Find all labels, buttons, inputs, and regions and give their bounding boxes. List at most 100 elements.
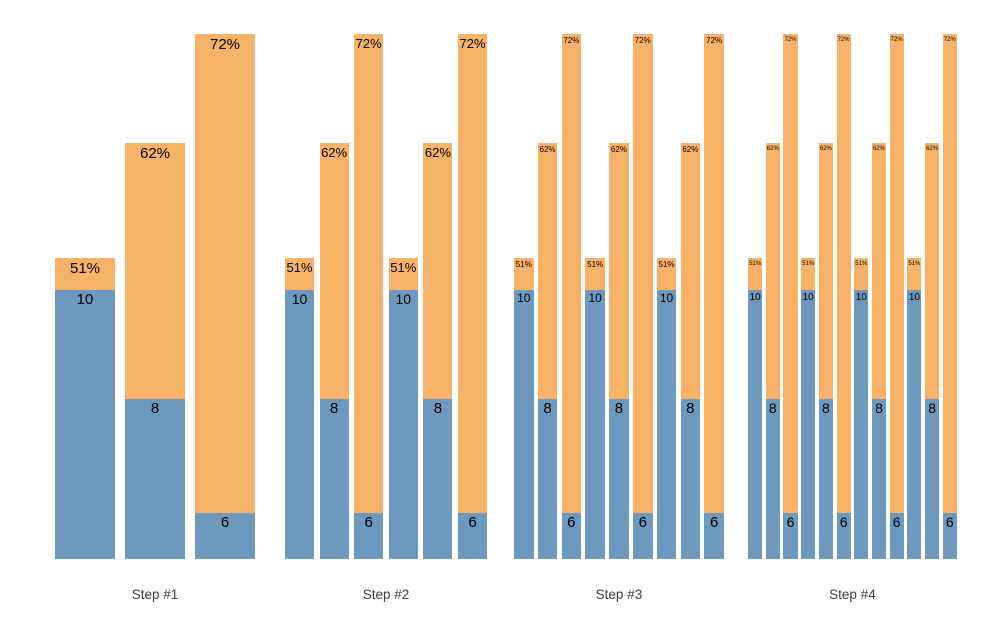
- bar-value-segment: 8: [680, 399, 701, 559]
- bar-value-segment: 10: [285, 290, 314, 559]
- bar: 51% 10: [55, 258, 115, 559]
- bar-value-segment: 10: [585, 290, 605, 559]
- bar: 72% 6: [354, 34, 384, 559]
- bar-percent-label: 62%: [766, 146, 779, 152]
- bar: 72% 6: [942, 34, 957, 559]
- bar-value-label: 8: [543, 400, 552, 417]
- bar: 51% 10: [285, 258, 314, 559]
- bar: 62% 8: [680, 143, 701, 559]
- bar: 62% 8: [319, 143, 349, 559]
- bar-percent-label: 62%: [610, 145, 627, 154]
- bar-percent-label: 51%: [390, 260, 417, 275]
- bar-value-segment: 6: [633, 513, 653, 559]
- bar: 62% 8: [423, 143, 453, 559]
- bar-value-segment: 6: [354, 513, 384, 559]
- bar-value-segment: 10: [55, 290, 115, 559]
- group-label: Step #3: [595, 587, 643, 602]
- bar: 51% 10: [907, 258, 922, 559]
- bar-value-segment: 8: [925, 399, 940, 559]
- bar: 62% 8: [925, 143, 940, 559]
- bar-value-label: 6: [945, 514, 954, 530]
- bar: 62% 8: [871, 143, 887, 559]
- bar-value-label: 6: [567, 514, 576, 531]
- bar-value-segment: 8: [537, 399, 558, 559]
- bar-percent-label: 62%: [682, 145, 699, 154]
- bar-value-label: 10: [588, 291, 602, 305]
- bar-value-label: 6: [220, 514, 230, 531]
- bar-percent-label: 62%: [321, 145, 348, 160]
- bar-value-label: 6: [638, 514, 647, 531]
- bar-value-label: 8: [150, 400, 160, 417]
- bar-value-segment: 10: [907, 290, 922, 559]
- bar: 62% 8: [537, 143, 558, 559]
- bar-value-segment: 6: [195, 513, 255, 559]
- bar-percent-label: 51%: [587, 260, 604, 269]
- bar-value-segment: 6: [889, 513, 904, 559]
- bar: 51% 10: [514, 258, 534, 559]
- bar-value-segment: 6: [942, 513, 957, 559]
- bar-value-label: 10: [76, 291, 94, 308]
- bar-value-label: 8: [433, 400, 443, 417]
- bar-percent-label: 51%: [855, 261, 868, 267]
- bar-value-segment: 6: [836, 513, 851, 559]
- bar-value-segment: 8: [871, 399, 887, 559]
- bar: 72% 6: [561, 34, 582, 559]
- bar-value-label: 8: [329, 400, 339, 417]
- bar-percent-label: 51%: [658, 260, 675, 269]
- bar-value-label: 8: [686, 400, 695, 417]
- bar-value-label: 10: [855, 292, 867, 303]
- bar: 51% 10: [585, 258, 605, 559]
- bar-percent-label: 62%: [926, 146, 939, 152]
- bar-percent-label: 72%: [355, 36, 382, 51]
- bar-value-segment: 6: [458, 513, 487, 559]
- bar-value-label: 10: [802, 292, 814, 303]
- bar-percent-label: 72%: [943, 37, 956, 43]
- bar-percent-label: 62%: [872, 146, 885, 152]
- bar-percent-label: 72%: [459, 36, 486, 51]
- bar-value-segment: 8: [609, 399, 629, 559]
- group-label: Step #2: [362, 587, 410, 602]
- bar-value-label: 10: [749, 292, 761, 303]
- bar-value-segment: 8: [423, 399, 453, 559]
- bar-value-label: 8: [614, 400, 624, 417]
- bar: 51% 10: [854, 258, 869, 559]
- bar-percent-label: 72%: [706, 36, 723, 45]
- bar-value-label: 6: [709, 514, 719, 531]
- bar-percent-label: 72%: [837, 37, 850, 43]
- bar-value-label: 10: [291, 291, 308, 307]
- bar-percent-label: 51%: [908, 261, 921, 267]
- bar-percent-label: 62%: [424, 145, 451, 160]
- bar-value-segment: 6: [704, 513, 724, 559]
- bar-value-segment: 8: [765, 399, 780, 559]
- bar: 72% 6: [704, 34, 724, 559]
- bar-value-label: 6: [892, 514, 901, 530]
- bar-value-label: 8: [928, 400, 936, 416]
- bar-value-segment: 10: [656, 290, 677, 559]
- bar: 51% 10: [656, 258, 677, 559]
- bar-percent-label: 51%: [749, 261, 762, 267]
- bar-value-label: 6: [839, 514, 848, 530]
- bar-percent-label: 51%: [69, 260, 101, 277]
- bar-value-segment: 6: [783, 513, 798, 559]
- bar-percent-label: 72%: [784, 37, 797, 43]
- bar-value-segment: 8: [818, 399, 833, 559]
- bar-percent-label: 62%: [539, 145, 556, 154]
- bar-value-label: 8: [768, 400, 777, 416]
- bar: 62% 8: [609, 143, 629, 559]
- bar: 51% 10: [748, 258, 763, 559]
- bar-value-label: 10: [517, 291, 531, 305]
- bar-value-segment: 6: [561, 513, 582, 559]
- bar-percent-label: 72%: [209, 36, 241, 53]
- bar-percent-label: 62%: [139, 145, 171, 162]
- bar: 72% 6: [889, 34, 904, 559]
- bar-value-label: 6: [786, 514, 795, 530]
- bar: 62% 8: [765, 143, 780, 559]
- bar: 72% 6: [836, 34, 851, 559]
- bar-value-segment: 8: [319, 399, 349, 559]
- bar-value-segment: 10: [514, 290, 534, 559]
- group-label: Step #1: [131, 587, 179, 602]
- bar-value-segment: 10: [748, 290, 763, 559]
- bar-value-label: 6: [364, 514, 373, 531]
- bar-value-label: 10: [908, 292, 920, 303]
